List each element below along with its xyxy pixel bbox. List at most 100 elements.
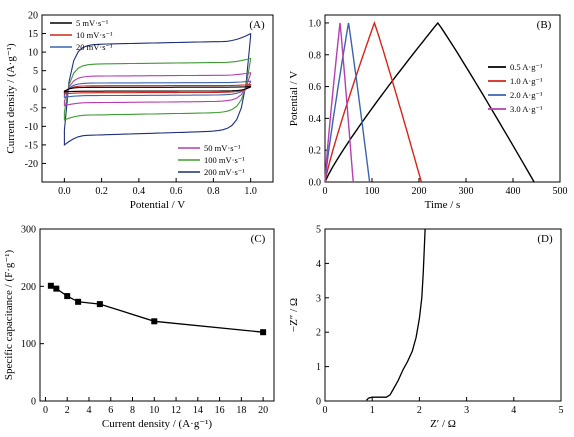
gcd-curve-series	[324, 20, 423, 183]
x-axis-label: Time / s	[425, 199, 461, 211]
x-tick-label: 5	[559, 405, 564, 416]
legend-top-item-label: 5 mV·s⁻¹	[76, 18, 109, 28]
x-tick-label: 200	[412, 186, 427, 197]
x-tick-label: 0.4	[133, 186, 146, 197]
legend-item-label: 1.0 A·g⁻¹	[510, 76, 543, 86]
y-tick-label: -5	[30, 103, 38, 114]
x-tick-label: 0	[323, 186, 328, 197]
legend-bottom-item-label: 50 mV·s⁻¹	[204, 143, 241, 153]
panel-label: (D)	[537, 233, 553, 245]
y-tick-label: 5	[316, 225, 321, 236]
x-tick-label: 4	[511, 405, 516, 416]
y-tick-label: 100	[21, 339, 36, 350]
y-tick-label: 300	[21, 225, 36, 236]
legend-bottom-item-label: 200 mV·s⁻¹	[204, 167, 245, 177]
x-tick-label: 0.0	[58, 186, 71, 197]
x-tick-label: 3	[464, 405, 469, 416]
y-tick-label: 2	[316, 328, 321, 339]
x-tick-label: 100	[365, 186, 380, 197]
panel-d-nyquist-chart: 0 1 2 3 4 5 0 1 2 3 4 5 Z′ / Ω −Z″ / Ω (D)	[288, 225, 564, 431]
x-axis-label: Potential / V	[130, 199, 185, 211]
x-tick-label: 2	[417, 405, 422, 416]
x-tick-label: 6	[108, 405, 113, 416]
plot-frame	[324, 14, 561, 183]
x-tick-label: 0.2	[95, 186, 108, 197]
x-tick-label: 0	[323, 405, 328, 416]
panel-label: (A)	[249, 19, 265, 31]
x-axis-label: Z′ / Ω	[430, 418, 456, 430]
x-axis-label: Current density / (A·g⁻¹)	[102, 418, 213, 430]
y-tick-label: -20	[25, 159, 38, 170]
panel-a-cv-chart: 0.0 0.2 0.4 0.6 0.8 1.0 20 15 10 5 0 -5 -10 -15 -20 Pot…	[5, 11, 274, 211]
x-tick-label: 18	[236, 405, 246, 416]
y-axis-label: Potential / V	[288, 71, 300, 126]
x-tick-label: 0.8	[207, 186, 220, 197]
x-tick-label: 14	[193, 405, 203, 416]
y-tick-label: 1	[316, 362, 321, 373]
gcd-curve-series	[324, 22, 371, 183]
x-tick-label: 0	[43, 405, 48, 416]
x-tick-label: 16	[215, 405, 225, 416]
legend-bottom-item-label: 100 mV·s⁻¹	[204, 155, 245, 165]
y-axis-label: Current density / (A·g⁻¹)	[5, 43, 17, 154]
y-tick-label: 3	[316, 293, 321, 304]
cv-loop-series	[63, 32, 252, 146]
panel-label: (C)	[251, 233, 266, 245]
y-tick-label: 15	[28, 29, 38, 40]
y-tick-label: 0.6	[309, 82, 322, 93]
y-axis-label: −Z″ / Ω	[288, 298, 300, 332]
cv-loop-series	[63, 72, 252, 107]
y-tick-label: 0.8	[309, 50, 322, 61]
cv-loop-series	[63, 57, 252, 121]
legend-item-label: 2.0 A·g⁻¹	[510, 90, 543, 100]
x-tick-label: 20	[258, 405, 268, 416]
y-tick-label: 4	[316, 259, 321, 270]
x-tick-label: 300	[459, 186, 474, 197]
y-tick-label: 0	[33, 85, 38, 96]
cv-loop-series	[63, 84, 252, 95]
y-tick-label: 0	[316, 397, 321, 408]
plot-frame	[39, 228, 275, 402]
y-tick-label: 0.2	[309, 146, 322, 157]
panel-b-gcd-chart: 0 100 200 300 400 500 0.0 0.2 0.4 0.6 0.8 1.0 Time /…	[288, 14, 568, 211]
x-tick-label: 8	[130, 405, 135, 416]
x-tick-label: 1.0	[244, 186, 257, 197]
capacitance-point	[53, 285, 60, 292]
x-tick-label: 2	[65, 405, 70, 416]
y-tick-label: -10	[25, 122, 38, 133]
capacitance-point	[75, 298, 82, 305]
capacitance-point	[260, 329, 267, 336]
panel-label: (B)	[537, 19, 552, 31]
x-tick-label: 400	[506, 186, 521, 197]
x-tick-label: 0.6	[170, 186, 183, 197]
y-tick-label: 5	[33, 66, 38, 77]
legend-item-label: 0.5 A·g⁻¹	[510, 62, 543, 72]
y-tick-label: -15	[25, 140, 38, 151]
cv-loop-series	[63, 80, 252, 99]
plot-frame	[324, 228, 562, 402]
y-tick-label: 1.0	[309, 18, 322, 29]
capacitance-point	[64, 293, 71, 300]
cv-loop-series	[63, 86, 252, 93]
y-tick-label: 10	[28, 48, 38, 59]
legend-top-item-label: 20 mV·s⁻¹	[76, 42, 113, 52]
plot-frame	[41, 14, 274, 183]
nyquist-curve	[366, 228, 426, 401]
y-tick-label: 0	[31, 397, 36, 408]
x-tick-label: 500	[553, 186, 568, 197]
y-tick-label: 20	[28, 11, 38, 22]
y-tick-label: 200	[21, 282, 36, 293]
x-tick-label: 10	[149, 405, 159, 416]
legend-top-item-label: 10 mV·s⁻¹	[76, 30, 113, 40]
y-tick-label: 0.4	[309, 114, 322, 125]
x-tick-label: 1	[370, 405, 375, 416]
capacitance-point	[96, 301, 103, 308]
x-tick-label: 12	[171, 405, 181, 416]
y-tick-label: 0.0	[309, 178, 322, 189]
legend-item-label: 3.0 A·g⁻¹	[510, 104, 543, 114]
capacitance-point	[151, 318, 158, 325]
x-tick-label: 4	[86, 405, 91, 416]
